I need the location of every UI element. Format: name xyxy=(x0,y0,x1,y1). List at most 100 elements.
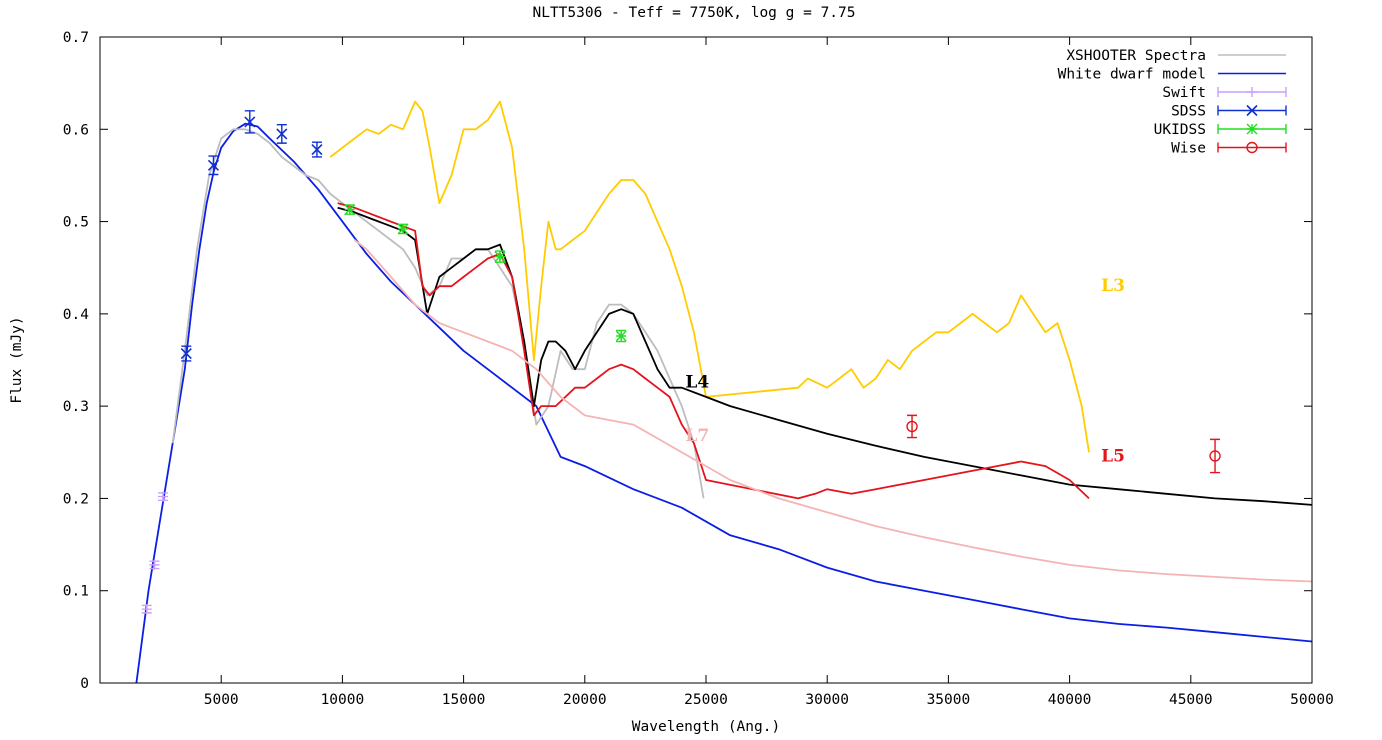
x-tick-label: 40000 xyxy=(1048,692,1092,708)
marker-wise xyxy=(906,420,918,433)
marker-sdss xyxy=(244,116,256,128)
legend-marker xyxy=(1246,141,1258,154)
marker-sdss xyxy=(311,144,323,156)
legend-swatch-caps xyxy=(1217,105,1287,116)
x-tick-label: 5000 xyxy=(204,692,239,708)
marker-ukidss xyxy=(494,251,506,263)
errorbar-wise xyxy=(907,414,918,439)
point-sdss xyxy=(244,110,256,134)
x-tick-label: 15000 xyxy=(442,692,486,708)
chart-title: NLTT5306 - Teff = 7750K, log g = 7.75 xyxy=(532,5,855,21)
marker-ukidss-glyph xyxy=(494,251,506,263)
marker-wise-glyph xyxy=(906,420,918,433)
series-layer xyxy=(135,100,1313,684)
annotation-l4: L4 xyxy=(685,373,709,393)
x-axis-title: Wavelength (Ang.) xyxy=(632,719,780,735)
marker-swift xyxy=(149,559,160,570)
y-tick-label: 0.5 xyxy=(63,215,89,231)
y-tick-label: 0.2 xyxy=(63,491,89,507)
y-tick-label: 0.7 xyxy=(63,30,89,46)
legend-item-white-dwarf-model: White dwarf model xyxy=(1058,67,1286,83)
marker-swift-glyph xyxy=(158,491,169,502)
marker-sdss xyxy=(276,128,288,140)
legend-marker xyxy=(1247,87,1257,97)
y-tick-label: 0.6 xyxy=(63,122,89,138)
point-wise xyxy=(906,414,918,439)
point-ukidss xyxy=(494,250,506,263)
legend-item-ukidss: UKIDSS xyxy=(1154,122,1287,138)
legend-swatch-caps xyxy=(1217,142,1287,153)
legend-item-sdss: SDSS xyxy=(1171,104,1287,120)
point-ukidss xyxy=(397,223,409,235)
x-tick-label: 45000 xyxy=(1169,692,1213,708)
legend-label: SDSS xyxy=(1171,104,1206,120)
axis-ticks: 5000 10000 15000 20000 25000 30000 35000 40000 4… xyxy=(63,30,1334,708)
marker-sdss-glyph xyxy=(244,116,256,128)
marker-wise xyxy=(1209,450,1221,462)
x-tick-label: 25000 xyxy=(684,692,728,708)
point-sdss xyxy=(207,155,220,176)
marker-sdss-glyph xyxy=(207,159,220,171)
point-sdss xyxy=(311,141,323,158)
point-swift xyxy=(158,491,169,502)
legend-label: XSHOOTER Spectra xyxy=(1066,48,1206,64)
legend-swatch-caps xyxy=(1217,124,1287,134)
legend-item-swift: Swift xyxy=(1162,85,1287,101)
x-tick-label: 35000 xyxy=(927,692,971,708)
legend-item-wise: Wise xyxy=(1171,141,1287,157)
x-tick-label: 30000 xyxy=(805,692,849,708)
point-swift xyxy=(149,559,160,570)
annotation-l7: L7 xyxy=(685,426,709,446)
legend-marker-glyph xyxy=(1246,104,1258,117)
marker-ukidss-glyph xyxy=(615,330,627,342)
series-l4 xyxy=(337,206,1313,506)
legend-marker-glyph xyxy=(1247,87,1257,97)
marker-sdss xyxy=(207,159,220,171)
annotation-l3: L3 xyxy=(1101,276,1125,296)
y-tick-label: 0.4 xyxy=(63,307,89,323)
marker-sdss-glyph xyxy=(276,128,288,140)
point-ukidss xyxy=(344,204,356,216)
annotation-layer: L3 L4 L5 L7 xyxy=(685,276,1125,467)
plot-area: L3 L4 L5 L7 5000 10000 15000 20000 25000 30000 35… xyxy=(63,30,1334,708)
y-axis-title: Flux (mJy) xyxy=(9,316,25,403)
marker-ukidss xyxy=(397,223,409,235)
x-tick-label: 20000 xyxy=(563,692,607,708)
marker-sdss xyxy=(180,347,192,360)
marker-ukidss-glyph xyxy=(397,223,409,235)
legend-label: Swift xyxy=(1162,85,1206,101)
marker-swift-glyph xyxy=(141,604,152,615)
marker-swift xyxy=(158,491,169,502)
legend-label: UKIDSS xyxy=(1154,122,1206,138)
legend-marker-glyph xyxy=(1246,141,1258,154)
marker-ukidss-glyph xyxy=(344,204,356,216)
point-swift xyxy=(141,604,152,615)
series-l3 xyxy=(329,100,1090,453)
marker-sdss-glyph xyxy=(180,347,192,360)
legend-label: Wise xyxy=(1171,141,1206,157)
marker-ukidss xyxy=(615,330,627,342)
x-tick-label: 10000 xyxy=(321,692,365,708)
marker-swift-glyph xyxy=(149,559,160,570)
marker-sdss-glyph xyxy=(311,144,323,156)
x-tick-label: 50000 xyxy=(1290,692,1334,708)
annotation-l5: L5 xyxy=(1101,447,1125,467)
errorbar-wise xyxy=(1210,438,1221,474)
point-ukidss xyxy=(615,329,627,343)
legend-marker-glyph xyxy=(1246,123,1258,135)
marker-swift xyxy=(141,604,152,615)
legend-item-xshooter-spectra: XSHOOTER Spectra xyxy=(1066,48,1286,64)
point-sdss xyxy=(180,345,192,362)
legend-swatch-caps xyxy=(1217,87,1287,97)
series-white-dwarf-model xyxy=(135,122,1313,684)
y-tick-label: 0.1 xyxy=(63,584,89,600)
legend-marker xyxy=(1246,104,1258,117)
marker-wise-glyph xyxy=(1209,450,1221,462)
series-l5 xyxy=(337,202,1090,500)
y-tick-label: 0.3 xyxy=(63,399,89,415)
legend-marker xyxy=(1246,123,1258,135)
series-xshooter-spectra xyxy=(171,128,705,499)
y-tick-label: 0 xyxy=(80,676,89,692)
legend: XSHOOTER Spectra White dwarf model Swift SD… xyxy=(1058,48,1287,157)
